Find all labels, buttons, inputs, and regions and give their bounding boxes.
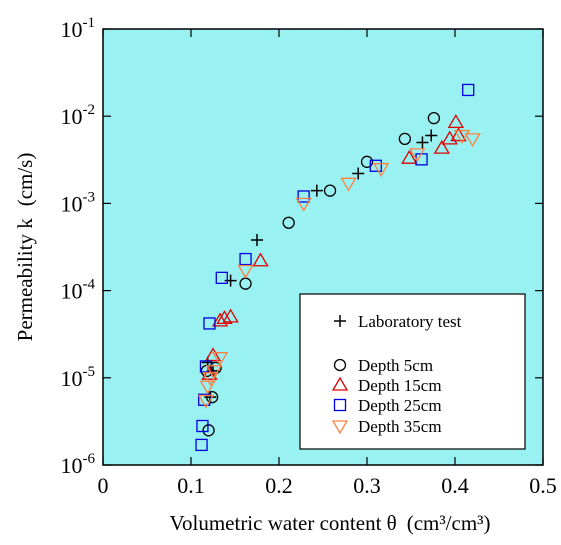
x-tick-labels: 0 0.1 0.2 0.3 0.4 0.5 — [98, 473, 557, 498]
y-tick-labels: 10-6 10-5 10-4 10-3 10-2 10-1 — [61, 15, 96, 478]
data-point — [295, 197, 312, 212]
data-point — [401, 149, 418, 164]
data-point — [398, 132, 411, 145]
y-tick-label: 10-5 — [61, 364, 96, 391]
x-axis-label: Volumetric water content θ (cm³/cm³) — [170, 511, 491, 535]
data-point — [310, 184, 323, 197]
data-point — [450, 127, 467, 142]
data-point — [409, 148, 426, 163]
x-tick-label: 0.5 — [529, 473, 557, 498]
data-point — [202, 424, 215, 437]
data-point — [462, 83, 475, 97]
x-tick-label: 0.2 — [265, 473, 293, 498]
data-point — [252, 252, 269, 267]
y-tick-label: 10-1 — [61, 15, 96, 42]
x-tick-label: 0 — [98, 473, 109, 498]
legend-marker — [333, 358, 347, 372]
data-point — [239, 252, 252, 266]
data-point — [224, 274, 237, 287]
x-tick-label: 0.4 — [441, 473, 469, 498]
data-point — [372, 163, 390, 177]
data-point — [215, 271, 228, 285]
data-point — [447, 114, 465, 129]
data-point — [196, 419, 209, 433]
x-axis-label-text: Volumetric water content θ — [170, 511, 397, 535]
data-points — [195, 83, 481, 452]
x-tick-label: 0.3 — [353, 473, 381, 498]
data-point — [425, 129, 438, 142]
x-tick-label: 0.1 — [177, 473, 205, 498]
x-axis-label-unit: (cm³/cm³) — [407, 511, 491, 535]
data-point — [464, 133, 481, 148]
legend-label: Depth 25cm — [358, 396, 442, 415]
data-point — [416, 136, 429, 149]
data-point — [237, 264, 254, 279]
data-point — [203, 317, 216, 330]
data-point — [369, 159, 382, 172]
y-axis-label-text: Permeability k — [13, 218, 37, 342]
y-axis-label: Permeability k (cm/s) — [13, 153, 37, 342]
data-point — [216, 310, 233, 325]
data-point — [195, 438, 208, 452]
legend-box — [299, 293, 526, 450]
data-point — [352, 167, 365, 180]
legend-label: Depth 15cm — [358, 376, 442, 395]
y-tick-label: 10-2 — [61, 102, 96, 129]
data-point — [323, 184, 337, 197]
data-point — [453, 129, 471, 144]
plot-frame — [102, 28, 544, 466]
data-point — [197, 394, 215, 409]
data-point — [251, 234, 263, 247]
legend-label: Depth 5cm — [358, 356, 433, 375]
data-point — [222, 308, 239, 323]
data-point — [360, 155, 374, 168]
legend-marker — [331, 376, 349, 391]
data-point — [427, 111, 441, 125]
legend-label: Laboratory test — [358, 312, 462, 331]
data-point — [205, 365, 223, 380]
data-point — [433, 139, 450, 154]
data-point — [297, 190, 310, 203]
y-tick-label: 10-3 — [61, 189, 96, 216]
legend-label: Depth 35cm — [358, 417, 442, 436]
legend-marker — [334, 315, 346, 327]
legend-marker — [333, 398, 347, 412]
y-tick-label: 10-6 — [61, 451, 96, 478]
data-point — [211, 312, 229, 327]
data-point — [205, 390, 219, 404]
data-point — [211, 352, 229, 366]
y-axis-label-unit: (cm/s) — [13, 153, 37, 207]
data-point — [204, 347, 222, 362]
data-point — [282, 216, 295, 229]
data-point — [340, 177, 357, 192]
data-point — [207, 364, 219, 377]
legend-marker — [331, 420, 349, 435]
y-tick-label: 10-4 — [61, 277, 96, 304]
